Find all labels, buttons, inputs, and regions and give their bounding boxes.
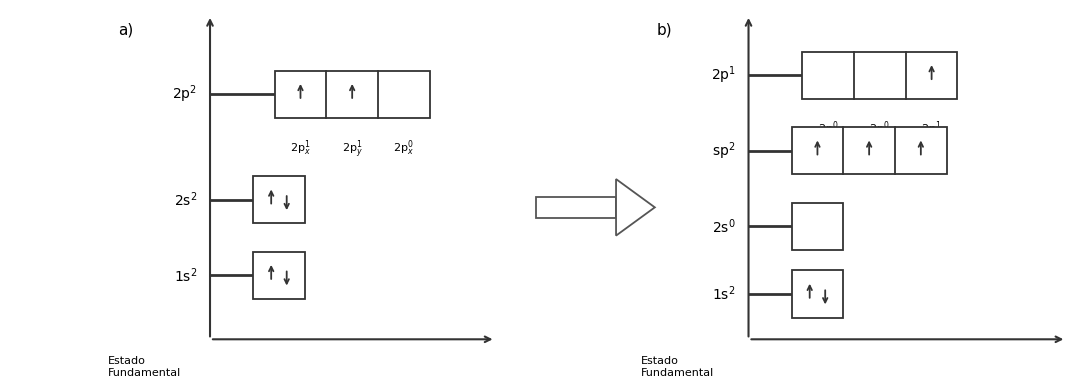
Text: 2p$^2$: 2p$^2$ — [172, 83, 197, 105]
Text: 1s$^2$: 1s$^2$ — [173, 266, 197, 285]
Bar — [792, 127, 947, 174]
Text: a): a) — [118, 23, 134, 38]
Text: Estado
Fundamental: Estado Fundamental — [641, 356, 714, 377]
Text: 2p$_y^1$: 2p$_y^1$ — [341, 139, 363, 161]
Text: 1s$^2$: 1s$^2$ — [712, 285, 736, 303]
Text: 2p$_x^0$: 2p$_x^0$ — [817, 120, 839, 139]
Text: 2p$_x^0$: 2p$_x^0$ — [393, 139, 415, 158]
Text: b): b) — [657, 23, 673, 38]
Text: 2s$^0$: 2s$^0$ — [712, 217, 736, 236]
Bar — [802, 52, 957, 99]
Text: 2p$_x^1$: 2p$_x^1$ — [290, 139, 311, 158]
Bar — [275, 71, 430, 118]
Text: 2p$_y^0$: 2p$_y^0$ — [869, 120, 891, 142]
Text: 2s$^2$: 2s$^2$ — [173, 190, 197, 209]
Bar — [253, 252, 305, 299]
Text: sp$^2$: sp$^2$ — [712, 140, 736, 162]
Polygon shape — [616, 179, 655, 236]
Text: 2p$^1$: 2p$^1$ — [711, 64, 736, 86]
Text: 2p$_z^1$: 2p$_z^1$ — [921, 120, 942, 139]
Bar — [253, 176, 305, 223]
Text: Estado
Fundamental: Estado Fundamental — [108, 356, 181, 377]
Bar — [792, 271, 843, 317]
Bar — [536, 197, 616, 218]
Bar — [792, 203, 843, 250]
